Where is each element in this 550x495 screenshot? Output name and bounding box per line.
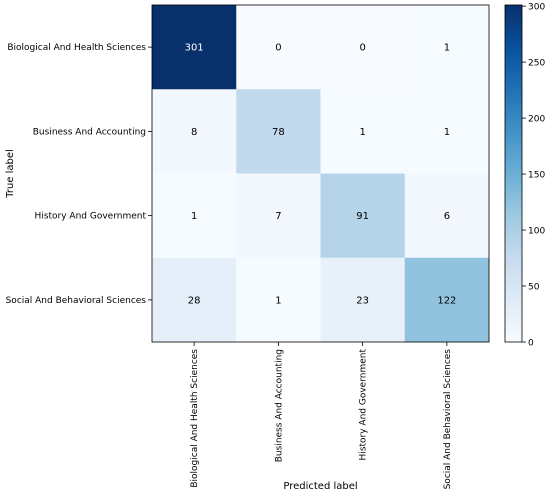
y-axis-title: True label	[5, 149, 16, 199]
x-axis-title: Predicted label	[283, 481, 357, 492]
heatmap-cell	[404, 89, 490, 174]
heatmap-cell	[236, 257, 321, 343]
cell-value-label: 1	[191, 211, 197, 222]
x-tick-label: Business And Accounting	[274, 349, 284, 462]
cell-value-label: 122	[437, 295, 456, 306]
heatmap-cell	[404, 5, 490, 90]
heatmap-cell	[152, 257, 237, 343]
x-tick-label: History And Government	[359, 349, 369, 461]
heatmap-cell	[404, 257, 490, 343]
cell-value-label: 78	[272, 127, 285, 138]
colorbar	[504, 4, 523, 343]
y-tick-label: Social And Behavioral Sciences	[6, 296, 147, 306]
heatmap-cell	[152, 173, 237, 259]
x-tick-labels: Biological And Health Sciences Business A…	[190, 342, 453, 489]
cell-value-label: 1	[444, 43, 450, 54]
heatmap-cell	[320, 89, 406, 174]
heatmap-cell	[152, 89, 237, 174]
colorbar-tick-label: 300	[528, 3, 545, 13]
cell-value-label: 7	[275, 211, 281, 222]
colorbar-tick-label: 250	[528, 59, 545, 69]
cell-value-label: 301	[185, 43, 204, 54]
plot-frame	[151, 4, 490, 343]
colorbar-tick-label: 50	[528, 283, 540, 293]
heatmap-cell	[404, 173, 490, 259]
cell-value-label: 6	[444, 211, 450, 222]
colorbar-tick-label: 150	[528, 171, 545, 181]
colorbar-tick-label: 100	[528, 227, 545, 237]
y-tick-label: Biological And Health Sciences	[7, 43, 146, 53]
heatmap-cell-values: 301 0 0 1 8 78 1 1 1 7 91 6 28 1 23 122	[185, 43, 457, 307]
cell-value-label: 23	[356, 295, 369, 306]
cell-value-label: 91	[356, 211, 369, 222]
x-tick-label: Biological And Health Sciences	[190, 349, 200, 488]
cell-value-label: 1	[444, 127, 450, 138]
x-tick-label: Social And Behavioral Sciences	[443, 349, 453, 490]
heatmap-cell	[320, 5, 406, 90]
cell-value-label: 28	[188, 295, 201, 306]
cell-value-label: 0	[359, 43, 365, 54]
colorbar-tick-label: 0	[528, 339, 534, 349]
y-tick-label: History And Government	[35, 212, 147, 222]
heatmap-cell	[320, 173, 406, 259]
heatmap-cell	[236, 5, 321, 90]
colorbar-tick-label: 200	[528, 115, 545, 125]
cell-value-label: 8	[191, 127, 197, 138]
cell-value-label: 0	[275, 43, 281, 54]
heatmap-cell	[236, 89, 321, 174]
heatmap-cell	[152, 5, 237, 90]
y-tick-labels: Biological And Health Sciences Business A…	[6, 43, 152, 306]
cell-value-label: 1	[359, 127, 365, 138]
y-tick-label: Business And Accounting	[33, 127, 146, 137]
cell-value-label: 1	[275, 295, 281, 306]
heatmap-cell	[320, 257, 406, 343]
heatmap-cell	[236, 173, 321, 259]
heatmap-cells	[152, 5, 490, 343]
colorbar-ticks: 0 50 100 150 200 250 300	[522, 3, 545, 349]
